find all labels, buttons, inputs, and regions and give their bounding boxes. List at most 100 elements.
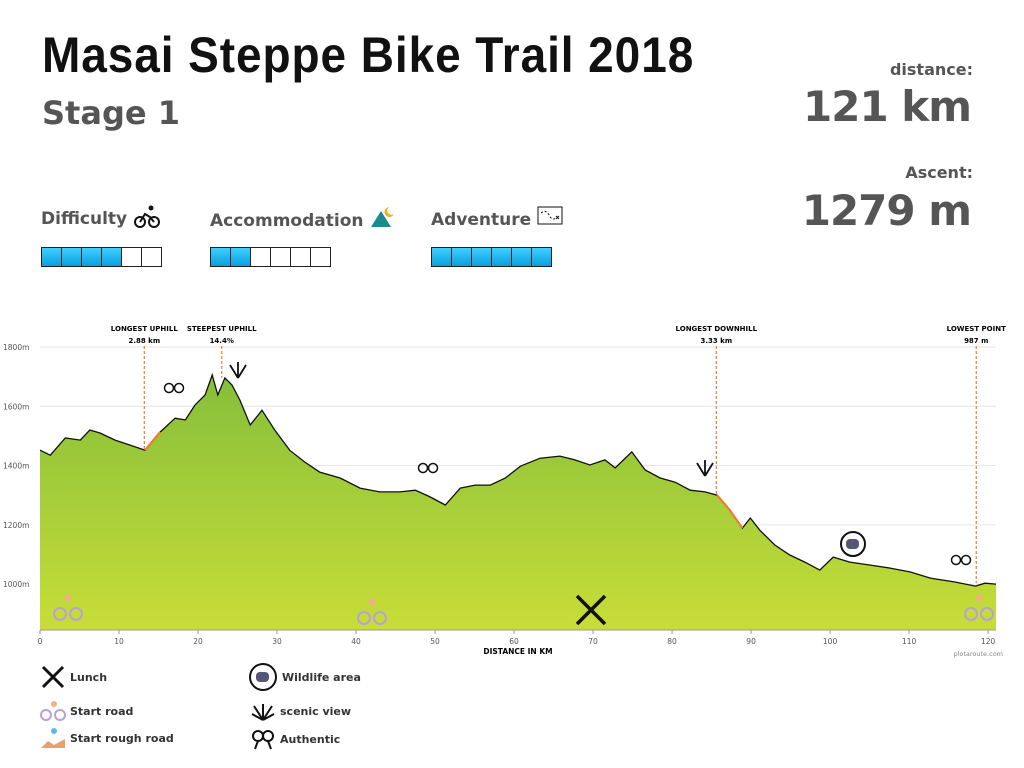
icon (537, 206, 563, 225)
x-tick-label: 90 (746, 637, 756, 646)
legend-text: Wildlife area (282, 670, 361, 684)
rating-label: Accommodation (210, 205, 397, 237)
annotation-label: STEEPEST UPHILL (187, 325, 257, 333)
chart: DISTANCE IN KM plotaroute.com 1000m 1200m… (3, 325, 1006, 658)
y-tick-label: 1600m (3, 402, 29, 411)
x-tick-label: 70 (588, 637, 598, 646)
x-tick-label: 0 (38, 637, 43, 646)
x-tick-label: 120 (981, 637, 996, 646)
legend-item: Start road (40, 700, 133, 722)
rating-box (122, 248, 142, 266)
legend-item: Wildlife area (248, 662, 361, 692)
annotation-label: LOWEST POINT (947, 325, 1006, 333)
icon (251, 704, 275, 721)
icon (134, 205, 161, 228)
rating-bar (41, 247, 162, 267)
icon (960, 554, 972, 566)
icon (249, 663, 277, 691)
x-tick-label: 110 (902, 637, 917, 646)
icon (371, 207, 395, 227)
rating-box (271, 248, 291, 266)
x-axis-title: DISTANCE IN KM (483, 647, 552, 656)
icon (173, 382, 185, 394)
stat-value: 1279 m (801, 186, 972, 235)
x-tick-label: 20 (193, 637, 203, 646)
rating-box (231, 248, 251, 266)
annotation-value: 14.4% (210, 337, 234, 345)
icon (980, 607, 994, 621)
rating-bar (210, 247, 331, 267)
icon (40, 701, 66, 721)
legend-item: scenic view (250, 700, 351, 722)
icon (846, 539, 859, 549)
icon (252, 730, 274, 750)
rating-box (512, 248, 532, 266)
rating-box (311, 248, 330, 266)
icon (575, 594, 607, 626)
rating-box (142, 248, 161, 266)
rating-box (291, 248, 311, 266)
credit: plotaroute.com (953, 650, 1003, 658)
legend-text: Start rough road (70, 731, 174, 745)
line (39, 372, 997, 587)
y-tick-label: 1400m (3, 462, 29, 471)
x-tick-label: 100 (823, 637, 838, 646)
y-tick-label: 1200m (3, 521, 29, 530)
rating-box (42, 248, 62, 266)
legend-item: Authentic (250, 728, 340, 750)
rating-label: Difficulty (41, 205, 162, 237)
title: Masai Steppe Bike Trail 2018 (42, 27, 695, 83)
rating-box (102, 248, 122, 266)
x-tick-label: 30 (272, 637, 282, 646)
x-tick-label: 80 (667, 637, 677, 646)
legend-item: Lunch (40, 664, 107, 690)
icon (41, 665, 65, 689)
annotation-value: 2.88 km (128, 337, 160, 345)
rating-box (251, 248, 271, 266)
area (40, 374, 996, 630)
icon (427, 462, 439, 474)
stat-label: Ascent: (905, 163, 973, 182)
icon (368, 598, 376, 606)
icon (64, 594, 72, 602)
icon (964, 607, 978, 621)
icon (229, 362, 247, 379)
rating-bar (431, 247, 552, 267)
annotation-label: LONGEST UPHILL (111, 325, 179, 333)
stat-label: distance: (889, 60, 973, 79)
legend-text: Lunch (70, 670, 108, 684)
x-tick-label: 50 (430, 637, 440, 646)
rating-box (62, 248, 82, 266)
annotation-value: 987 m (964, 337, 988, 345)
y-tick-label: 1000m (3, 580, 29, 589)
rating-box (82, 248, 102, 266)
icon (163, 382, 175, 394)
icon (950, 554, 962, 566)
rating-box (472, 248, 492, 266)
highlight (144, 431, 161, 451)
icon (696, 460, 714, 477)
stat-value: 121 km (803, 82, 972, 131)
y-tick-label: 1800m (3, 343, 29, 352)
legend-text: Start road (70, 704, 134, 718)
x-tick-label: 10 (114, 637, 124, 646)
rating-text: Difficulty (41, 209, 128, 229)
rating-box (211, 248, 231, 266)
rating: Difficulty (41, 205, 162, 267)
annotation-label: LONGEST DOWNHILL (676, 325, 758, 333)
legend-item: Start rough road (40, 727, 174, 749)
rating: Adventure (431, 205, 563, 267)
rating-text: Accommodation (210, 211, 364, 231)
icon (41, 728, 65, 748)
rating-box (432, 248, 452, 266)
legend-text: Authentic (280, 732, 341, 746)
icon (69, 607, 83, 621)
icon (53, 607, 67, 621)
icon (357, 611, 371, 625)
icon (373, 611, 387, 625)
rating-label: Adventure (431, 205, 563, 237)
x-tick-label: 60 (509, 637, 519, 646)
highlight (716, 494, 744, 529)
rating: Accommodation (210, 205, 397, 267)
